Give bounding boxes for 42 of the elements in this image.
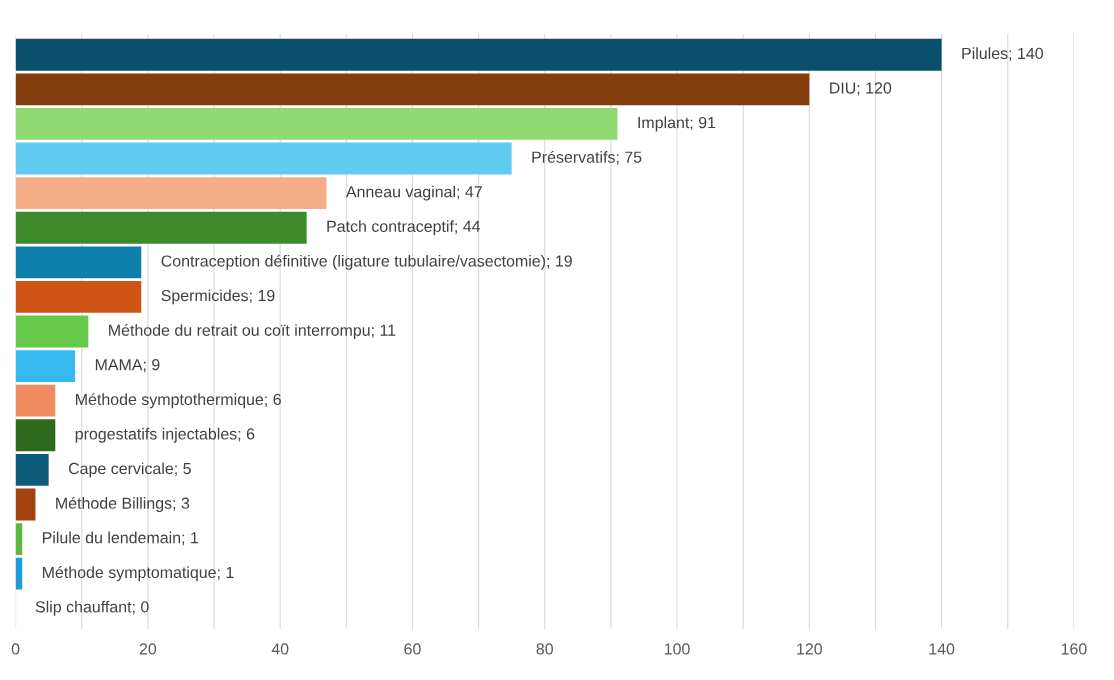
bar [15,280,142,313]
bar [15,315,89,348]
x-tick-label: 60 [404,643,421,655]
data-label: Méthode symptomatique; 1 [42,566,234,582]
data-label: Anneau vaginal; 47 [345,185,482,201]
data-label: Patch contraceptif; 44 [327,220,481,236]
bar [15,246,142,279]
bar [15,177,327,210]
x-tick-label: 120 [797,643,823,655]
bar [15,557,23,590]
data-label: Pilules; 140 [962,47,1043,61]
data-label: Slip chauffant; 0 [35,600,149,616]
data-label: MAMA; 9 [95,359,160,373]
x-tick-label: 140 [929,643,955,655]
data-label: DIU; 120 [830,82,892,96]
bar [15,108,618,140]
x-tick-label: 160 [1061,643,1087,655]
x-tick-label: 80 [536,643,554,655]
x-tick-label: 100 [664,643,690,655]
bar [15,419,56,452]
bar [15,350,76,383]
data-label: Méthode du retrait ou coït interrompu; 11 [109,323,396,340]
data-label: Spermicides; 19 [161,289,275,305]
data-label: Méthode Billings; 3 [56,496,190,512]
bar [15,142,512,175]
data-label: Méthode symptothermique; 6 [76,393,281,409]
bar [15,523,23,555]
bar [15,488,36,521]
data-label: Contraception définitive (ligature tubulaire/vasectomie); 19 [161,254,572,270]
bar [15,384,56,417]
bar [15,38,942,71]
x-tick-label: 20 [139,643,157,655]
data-label: Cape cervicale; 5 [68,462,191,478]
data-label: Préservatifs; 75 [532,150,642,165]
x-tick-label: 0 [11,643,20,655]
bar [15,73,810,106]
data-label: Implant; 91 [638,116,716,132]
x-tick-label: 40 [271,643,289,655]
data-label: Pilule du lendemain; 1 [42,531,199,546]
bar [15,211,307,244]
bar [15,453,49,486]
data-label: progestatifs injectables; 6 [75,427,255,443]
